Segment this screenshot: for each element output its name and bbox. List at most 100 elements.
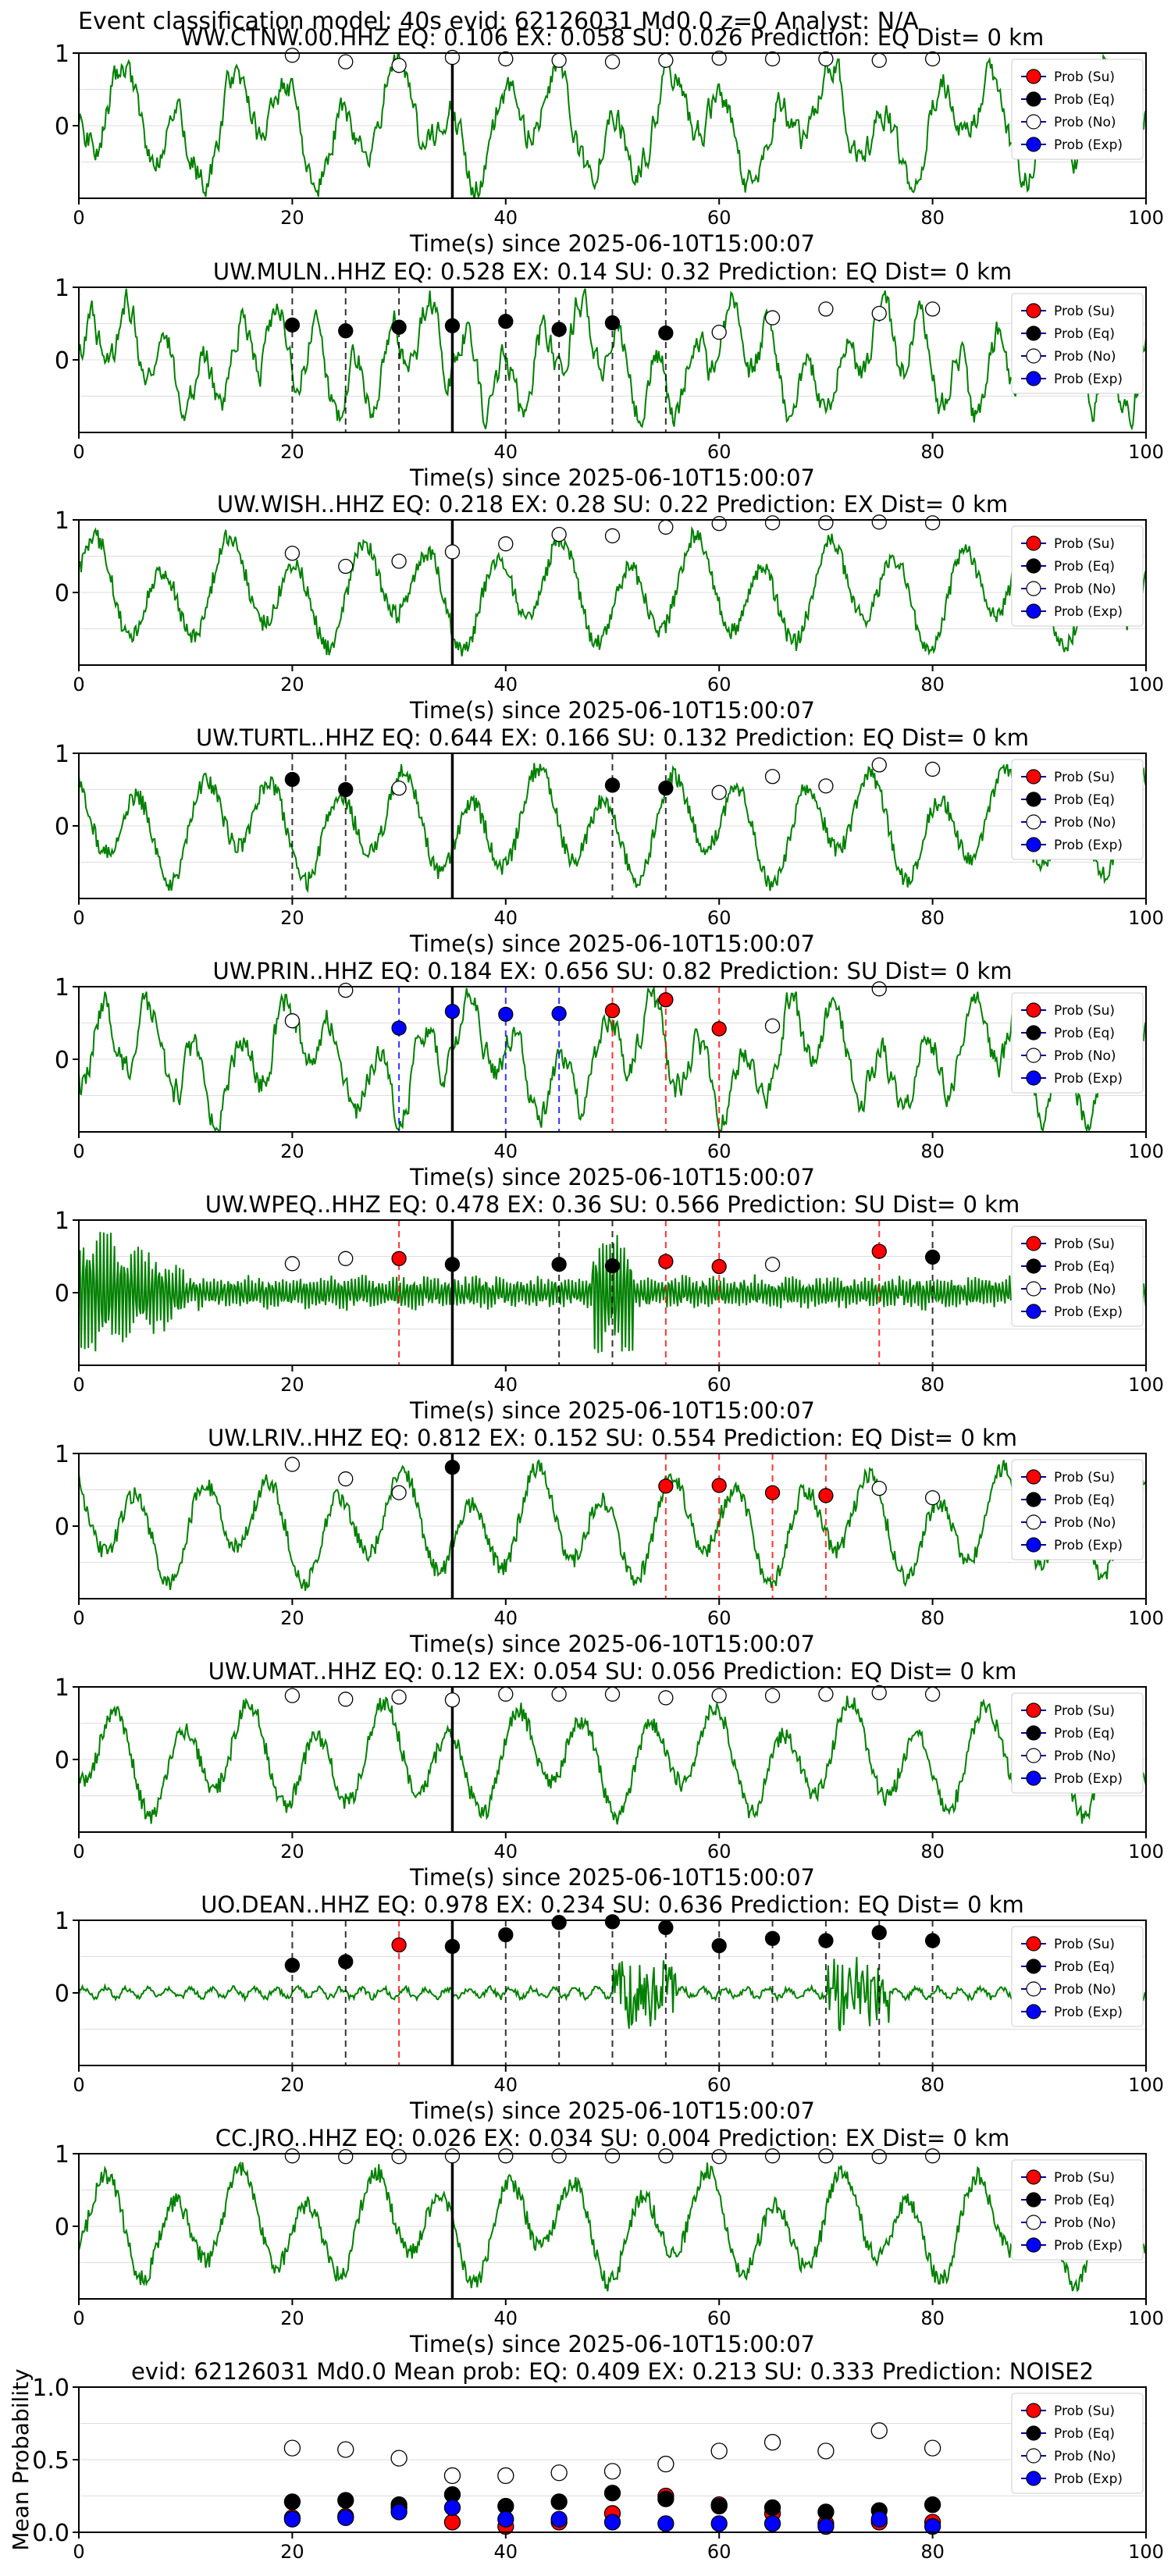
x-tick-label: 40 bbox=[494, 1374, 518, 1396]
prob-point-su bbox=[391, 1251, 407, 1266]
prob-point-no bbox=[551, 52, 567, 68]
legend-box bbox=[1011, 2393, 1144, 2494]
prob-point-no bbox=[551, 2148, 567, 2164]
x-tick-label: 60 bbox=[707, 1374, 731, 1396]
prob-point-no bbox=[764, 1257, 781, 1272]
legend-item: Prob (Exp) bbox=[1021, 2237, 1123, 2254]
y-tick-label: 0 bbox=[55, 113, 69, 141]
mean-prob-point-no bbox=[817, 2443, 835, 2460]
legend-box bbox=[1011, 2159, 1144, 2261]
legend-marker bbox=[1026, 603, 1041, 619]
legend-label: Prob (No) bbox=[1054, 1515, 1116, 1531]
x-tick-label: 80 bbox=[920, 2074, 945, 2096]
prob-point-no bbox=[818, 301, 834, 317]
x-tick-label: 80 bbox=[920, 441, 945, 463]
x-tick-label: 0 bbox=[73, 1140, 84, 1162]
subplot-title: evid: 62126031 Md0.0 Mean prob: EQ: 0.40… bbox=[131, 2358, 1094, 2385]
legend-marker bbox=[1026, 1281, 1041, 1297]
x-tick-label: 80 bbox=[920, 674, 945, 696]
prob-point-no bbox=[924, 1686, 941, 1702]
legend-item: Prob (Su) bbox=[1021, 1469, 1115, 1485]
legend-item: Prob (Eq) bbox=[1021, 792, 1115, 808]
x-tick-label: 0 bbox=[73, 441, 84, 463]
legend-item: Prob (Exp) bbox=[1021, 1537, 1123, 1553]
legend-item: Prob (Su) bbox=[1021, 1936, 1115, 1952]
legend-marker bbox=[1026, 69, 1041, 84]
prob-point-su bbox=[604, 1003, 621, 1019]
x-tick-label: 0 bbox=[73, 907, 84, 929]
legend-marker bbox=[1026, 2471, 1041, 2486]
mean-prob-point-eq bbox=[337, 2492, 354, 2509]
legend-item: Prob (Eq) bbox=[1021, 1025, 1115, 1041]
legend-box bbox=[1011, 1459, 1144, 1560]
x-tick-label: 100 bbox=[1128, 1374, 1164, 1396]
x-tick-label: 60 bbox=[707, 674, 731, 696]
x-tick-label: 20 bbox=[280, 2541, 304, 2563]
prob-point-eq bbox=[711, 1937, 727, 1954]
prob-point-no bbox=[924, 301, 941, 317]
legend-marker bbox=[1026, 1258, 1041, 1274]
prob-point-no bbox=[391, 553, 407, 569]
subplot-title: UW.TURTL..HHZ EQ: 0.644 EX: 0.166 SU: 0.… bbox=[196, 724, 1029, 751]
legend-marker bbox=[1026, 1492, 1041, 1507]
mean-prob-point-no bbox=[443, 2467, 461, 2485]
x-tick-label: 40 bbox=[494, 1607, 518, 1629]
legend-label: Prob (No) bbox=[1054, 815, 1116, 831]
y-tick-label: 0.0 bbox=[32, 2520, 69, 2547]
prob-point-no bbox=[338, 983, 354, 998]
x-tick-label: 40 bbox=[494, 2307, 518, 2329]
mean-prob-point-eq bbox=[283, 2493, 301, 2510]
y-tick-label: 0 bbox=[55, 347, 69, 375]
x-tick-label: 0 bbox=[73, 1374, 84, 1396]
mean-prob-point-eq bbox=[924, 2496, 941, 2514]
prob-point-no bbox=[498, 51, 514, 67]
x-tick-label: 20 bbox=[280, 1607, 304, 1629]
legend-marker bbox=[1026, 1469, 1041, 1485]
x-tick-label: 80 bbox=[920, 2307, 945, 2329]
legend-marker bbox=[1026, 326, 1041, 341]
subplot-3: UW.WISH..HHZ EQ: 0.218 EX: 0.28 SU: 0.22… bbox=[55, 491, 1164, 724]
x-tick-label: 100 bbox=[1128, 1841, 1164, 1863]
x-tick-label: 100 bbox=[1128, 1140, 1164, 1162]
prob-point-no bbox=[711, 1688, 727, 1703]
prob-point-no bbox=[658, 52, 674, 68]
legend-item: Prob (Eq) bbox=[1021, 1725, 1115, 1742]
legend-label: Prob (Eq) bbox=[1054, 2193, 1115, 2208]
waveform-trace bbox=[78, 53, 1147, 200]
prob-point-exp bbox=[498, 1006, 514, 1022]
legend-label: Prob (Su) bbox=[1054, 1003, 1115, 1019]
subplot-title: UO.DEAN..HHZ EQ: 0.978 EX: 0.234 SU: 0.6… bbox=[201, 1891, 1024, 1918]
mean-prob-point-no bbox=[390, 2450, 408, 2467]
x-tick-label: 100 bbox=[1128, 2541, 1164, 2563]
subplot-9: UO.DEAN..HHZ EQ: 0.978 EX: 0.234 SU: 0.6… bbox=[55, 1891, 1164, 2124]
prob-point-no bbox=[764, 515, 781, 531]
prob-point-no bbox=[498, 2148, 514, 2164]
legend-marker bbox=[1026, 1959, 1041, 1974]
x-axis-label: Time(s) since 2025-06-10T15:00:07 bbox=[409, 1631, 815, 1657]
legend-label: Prob (Eq) bbox=[1054, 1959, 1115, 1975]
prob-point-eq bbox=[924, 1933, 941, 1948]
legend-item: Prob (Exp) bbox=[1021, 1070, 1123, 1087]
subplot-title: UW.UMAT..HHZ EQ: 0.12 EX: 0.054 SU: 0.05… bbox=[208, 1658, 1017, 1685]
prob-point-no bbox=[444, 2148, 461, 2164]
x-tick-label: 80 bbox=[920, 1607, 945, 1629]
legend-item: Prob (Su) bbox=[1021, 1002, 1115, 1019]
prob-point-no bbox=[871, 981, 887, 997]
legend-marker bbox=[1026, 1748, 1041, 1763]
legend-label: Prob (No) bbox=[1054, 2215, 1116, 2231]
legend-item: Prob (Exp) bbox=[1021, 137, 1123, 153]
x-tick-label: 40 bbox=[494, 2074, 518, 2096]
legend-label: Prob (Su) bbox=[1054, 1470, 1115, 1485]
prob-point-no bbox=[284, 1256, 301, 1272]
legend-label: Prob (No) bbox=[1054, 1749, 1116, 1764]
legend-label: Prob (Eq) bbox=[1054, 792, 1115, 808]
mean-prob-point-exp bbox=[870, 2510, 888, 2528]
prob-point-eq bbox=[444, 1938, 461, 1955]
legend-box bbox=[1011, 1692, 1144, 1794]
y-tick-label: 0 bbox=[55, 1514, 69, 1541]
legend-item: Prob (Su) bbox=[1021, 69, 1115, 85]
prob-point-eq bbox=[444, 1460, 461, 1475]
mean-prob-point-exp bbox=[817, 2517, 835, 2535]
subplot-1: WW.CTNW.00.HHZ EQ: 0.106 EX: 0.058 SU: 0… bbox=[55, 24, 1164, 257]
waveform-trace bbox=[78, 1459, 1147, 1592]
